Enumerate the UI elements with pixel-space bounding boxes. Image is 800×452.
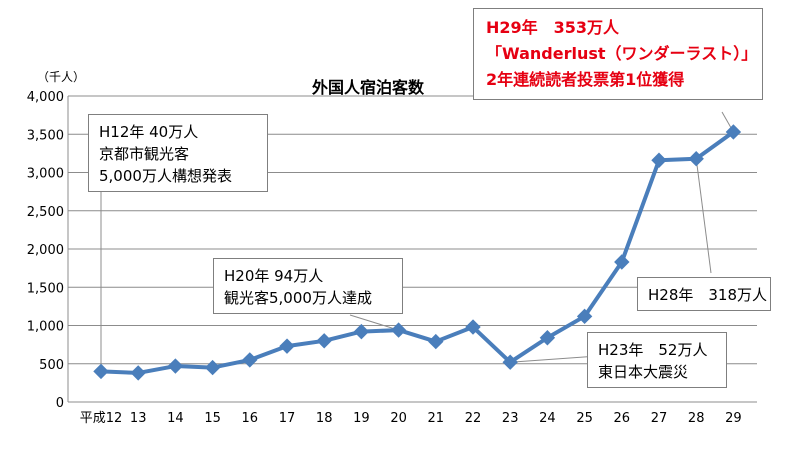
x-tick-label: 15 bbox=[204, 411, 221, 426]
data-point bbox=[651, 152, 667, 168]
data-point bbox=[465, 319, 481, 335]
y-tick-label: 0 bbox=[56, 396, 64, 411]
annotation-line: 東日本大震災 bbox=[598, 363, 689, 381]
data-point bbox=[725, 124, 742, 140]
annotation-line: H28年 318万人 bbox=[648, 286, 767, 304]
x-tick-label: 23 bbox=[502, 411, 519, 426]
data-point bbox=[204, 359, 221, 376]
data-point bbox=[390, 322, 407, 338]
data-point bbox=[279, 338, 295, 354]
data-point bbox=[353, 323, 370, 340]
annotation-line: H12年 40万人 bbox=[99, 123, 199, 141]
data-point bbox=[242, 352, 258, 368]
data-point bbox=[502, 354, 518, 370]
x-tick-label: 25 bbox=[576, 411, 593, 426]
y-unit-label: （千人） bbox=[37, 70, 86, 84]
data-point bbox=[576, 308, 593, 325]
x-tick-label: 19 bbox=[353, 411, 370, 426]
x-tick-label: 26 bbox=[614, 411, 631, 426]
data-point bbox=[539, 330, 556, 346]
annotation-h20: H20年 94万人 観光客5,000万人達成 bbox=[213, 258, 403, 314]
y-tick-label: 3,000 bbox=[27, 167, 64, 182]
x-tick-label: 18 bbox=[316, 411, 333, 426]
annotation-line: 「Wanderlust（ワンダーラスト）」 bbox=[486, 44, 758, 63]
x-tick-label: 13 bbox=[130, 411, 147, 426]
data-point bbox=[167, 358, 184, 374]
x-tick-label: 24 bbox=[539, 411, 556, 426]
y-tick-label: 1,000 bbox=[27, 320, 64, 335]
y-tick-label: 1,500 bbox=[27, 281, 64, 296]
y-tick-label: 500 bbox=[39, 358, 64, 373]
annotation-h12: H12年 40万人 京都市観光客 5,000万人構想発表 bbox=[88, 114, 268, 192]
annotation-leader-h20 bbox=[349, 314, 399, 331]
data-point bbox=[428, 333, 444, 350]
annotation-h28: H28年 318万人 bbox=[637, 277, 771, 311]
y-tick-label: 2,500 bbox=[27, 205, 64, 220]
annotation-line: 観光客5,000万人達成 bbox=[224, 289, 372, 307]
x-tick-label: 17 bbox=[279, 411, 296, 426]
annotation-leader-h23 bbox=[510, 355, 599, 363]
x-tick-label: 22 bbox=[465, 411, 482, 426]
data-point bbox=[688, 151, 704, 167]
x-tick-label: 20 bbox=[390, 411, 407, 426]
annotation-line: 京都市観光客 bbox=[99, 145, 190, 163]
annotation-line: H29年 353万人 bbox=[486, 18, 620, 37]
x-tick-label: 16 bbox=[242, 411, 259, 426]
x-tick-label: 21 bbox=[428, 411, 445, 426]
annotation-line: H23年 52万人 bbox=[598, 341, 708, 359]
x-tick-label: 28 bbox=[688, 411, 705, 426]
y-tick-label: 3,500 bbox=[27, 128, 64, 143]
chart-title: 外国人宿泊客数 bbox=[312, 78, 425, 97]
annotation-h29: H29年 353万人 「Wanderlust（ワンダーラスト）」 2年連続読者投… bbox=[473, 8, 763, 100]
annotation-line: 5,000万人構想発表 bbox=[99, 167, 232, 185]
data-point bbox=[614, 254, 630, 270]
y-tick-label: 4,000 bbox=[27, 90, 64, 105]
x-tick-label: 14 bbox=[167, 411, 184, 426]
y-tick-label: 2,000 bbox=[27, 243, 64, 258]
x-tick-label: 29 bbox=[725, 411, 742, 426]
data-point bbox=[93, 363, 109, 380]
data-point bbox=[316, 333, 332, 349]
annotation-line: H20年 94万人 bbox=[224, 267, 324, 285]
x-tick-label: 平成12 bbox=[80, 411, 123, 426]
annotation-leader-h28 bbox=[695, 158, 712, 274]
annotation-h23: H23年 52万人 東日本大震災 bbox=[587, 332, 727, 388]
annotation-line: 2年連続読者投票第1位獲得 bbox=[486, 70, 685, 89]
x-tick-label: 27 bbox=[651, 411, 668, 426]
data-point bbox=[130, 365, 146, 381]
